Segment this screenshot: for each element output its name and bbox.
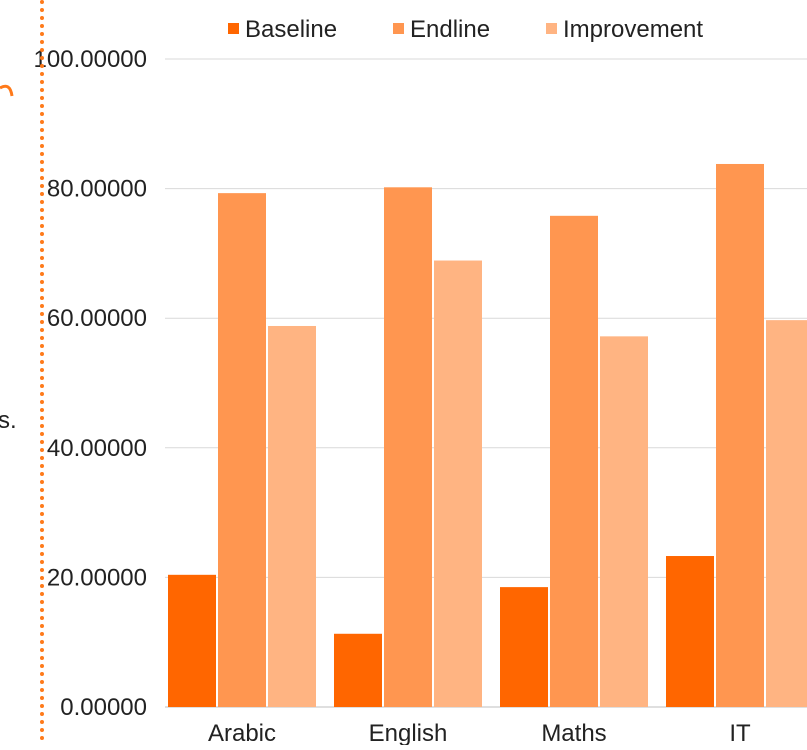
legend-label: Improvement [563,16,703,43]
legend-swatch [546,23,557,34]
legend-label: Baseline [245,16,337,43]
x-tick-label: English [369,720,448,745]
y-tick-label: 0.00000 [60,694,147,721]
y-tick-label: 20.00000 [47,564,147,591]
bar-endline-arabic [218,193,266,708]
y-tick-label: 80.00000 [47,176,147,203]
bracket-mark [0,84,14,97]
bar-baseline-it [666,556,714,707]
decorations: s. [0,0,44,747]
bar-endline-it [716,163,764,707]
legend-swatch [228,23,239,34]
bar-improvement-english [434,260,482,707]
y-axis-ticks: 0.00000 20.00000 40.00000 60.00000 80.00000 1… [34,46,147,721]
bar-baseline-arabic [168,574,216,707]
bar-endline-english [384,187,432,707]
legend[interactable]: Baseline Endline Improvement [228,16,703,43]
x-axis-labels: Arabic English Maths IT [208,720,751,747]
bar-improvement-arabic [268,325,316,707]
y-tick-label: 100.00000 [34,46,147,73]
legend-label: Endline [410,16,490,43]
y-tick-label: 40.00000 [47,435,147,462]
x-tick-label: Arabic [208,720,276,745]
legend-swatch [393,23,404,34]
x-tick-label: IT [729,720,751,745]
bars [168,163,807,708]
bar-baseline-maths [500,587,548,707]
x-tick-label: Maths [541,720,606,745]
bar-endline-maths [550,215,598,708]
bar-improvement-it [766,320,807,707]
bar-baseline-english [334,633,382,707]
fragment-text: s. [0,407,17,434]
y-tick-label: 60.00000 [47,305,147,332]
bar-improvement-maths [600,336,648,707]
